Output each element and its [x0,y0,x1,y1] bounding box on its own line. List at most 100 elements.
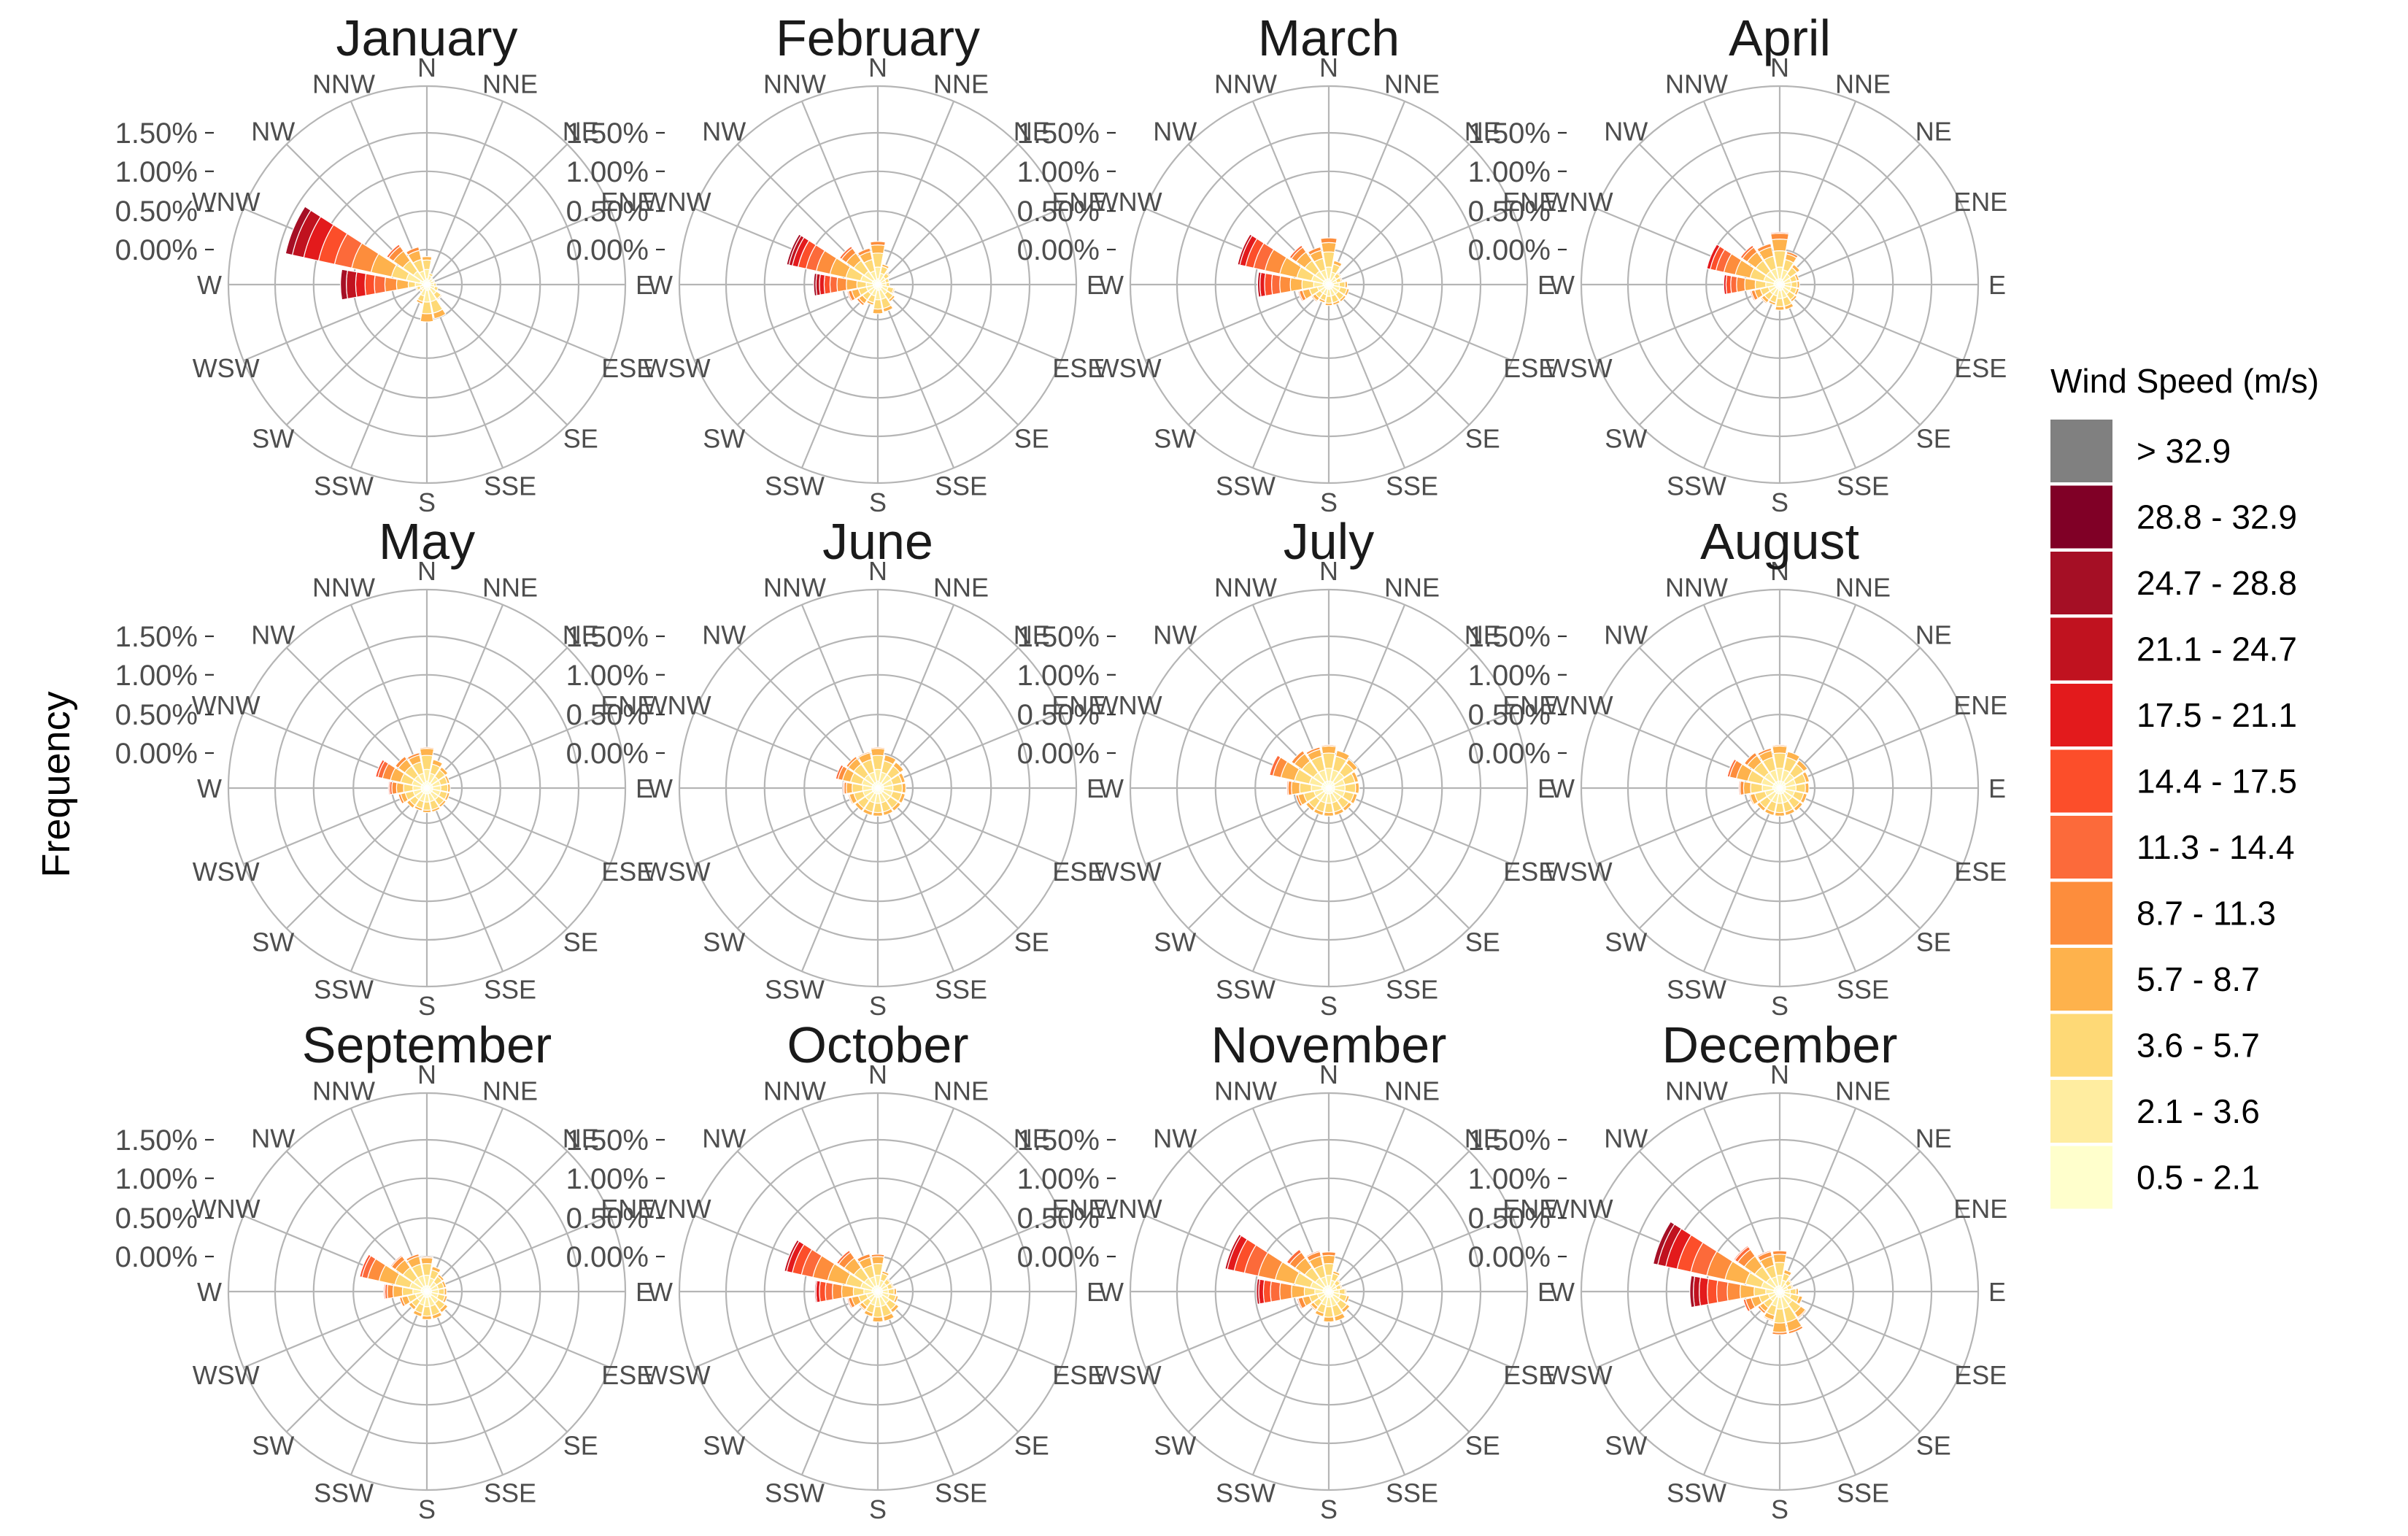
wedge-sse-5-7-8-7 [431,1311,443,1320]
radial-tick-label: 0.50% [1468,1203,1551,1235]
direction-label-sse: SSE [1837,471,1889,501]
wedge-e-3-6-5-7 [892,783,903,793]
grid-spoke [1187,284,1330,426]
direction-label-sw: SW [1154,1431,1196,1461]
direction-label-wsw: WSW [1095,1360,1162,1390]
direction-label-ese: ESE [1503,1360,1556,1390]
wedge-w-3-6-5-7 [1750,782,1764,794]
direction-label-se: SE [1465,927,1500,957]
direction-label-wnw: WNW [1094,690,1162,720]
grid-spoke [1327,787,1406,972]
wedge-sse-5-7-8-7 [1333,808,1345,817]
wedge-n-5-7-8-7 [1321,745,1337,755]
wedge-w-3-6-5-7 [852,783,864,793]
wedge-wnw-21-1-24-7 [784,1239,800,1273]
grid-spoke [1779,787,1921,930]
legend-label: 14.4 - 17.5 [2137,763,2297,800]
wedge-wsw-11-3-14-4 [1297,290,1304,303]
direction-label-ese: ESE [601,353,654,383]
wedge-n-3-6-5-7 [872,1263,884,1276]
wedge-w-11-3-14-4 [1716,1280,1729,1303]
legend-key-2-1-3-6 [2050,1080,2112,1143]
wedge-n-3-6-5-7 [421,1263,433,1276]
grid-spoke [425,101,504,285]
wedge-nnw-8-7-11-3 [405,246,420,256]
direction-label-ne: NE [1465,1123,1501,1153]
direction-label-nw: NW [1604,116,1648,146]
wedge-wsw-8-7-11-3 [1294,794,1303,807]
wedge-w-14-4-17-5 [823,274,832,295]
wedge-wnw-17-5-21-1 [1706,243,1721,270]
wedge-e-5-7-8-7 [1796,280,1800,289]
radial-tick-label: 1.50% [566,117,649,150]
wedge-ese-5-7-8-7 [1796,1295,1803,1305]
wedge-ssw-5-7-8-7 [415,298,424,305]
direction-label-nne: NNE [933,1076,989,1106]
direction-label-wsw: WSW [644,1360,711,1390]
direction-label-wsw: WSW [1545,857,1613,887]
direction-label-ne: NE [1915,620,1952,649]
panel-title: December [1662,1016,1898,1073]
windrose-panel-april: NNNENEENEEESESESSESSSWSWWSWWWNWNWNNWApri… [1468,9,2008,517]
direction-label-ese: ESE [1052,1360,1105,1390]
wedge-n-5-7-8-7 [1321,242,1337,253]
wedge-nne-5-7-8-7 [883,754,897,765]
wedge-nw-11-3-14-4 [1289,244,1304,260]
direction-label-ese: ESE [1052,353,1105,383]
wedge-s-8-7-11-3 [1771,1331,1788,1335]
grid-spoke [350,1291,428,1475]
wedge-nne-3-6-5-7 [428,272,434,278]
wedge-nnw-8-7-11-3 [1307,246,1322,256]
wedge-w-5-7-8-7 [1291,781,1301,795]
direction-label-nnw: NNW [763,573,826,603]
grid-spoke [1638,1291,1780,1433]
direction-label-e: E [1988,270,2006,300]
direction-label-ene: ENE [1051,690,1105,720]
grid-spoke [1187,787,1330,930]
legend-key-3-6-5-7 [2050,1014,2112,1077]
direction-label-nnw: NNW [1214,1076,1277,1106]
wedge-ssw-5-7-8-7 [1767,299,1777,306]
direction-label-wsw: WSW [193,353,260,383]
wedge-w-11-3-14-4 [1730,275,1738,294]
wedge-s-3-6-5-7 [1324,296,1333,304]
direction-label-s: S [869,991,887,1021]
wedge-wsw-11-3-14-4 [846,290,853,303]
grid-spoke [426,1214,611,1293]
radial-tick-label: 0.50% [1017,1203,1100,1235]
wedge-wnw-11-3-14-4 [835,764,844,780]
wedge-e-3-6-5-7 [440,784,449,792]
panel-title: January [336,9,517,66]
direction-label-nw: NW [1153,116,1197,146]
radial-tick-label: 1.00% [566,1163,649,1195]
wedge-w-14-4-17-5 [1264,272,1273,297]
direction-label-sw: SW [252,927,294,957]
wedge-n-5-7-8-7 [871,1256,885,1265]
direction-label-se: SE [1916,927,1951,957]
grid-spoke [350,284,428,468]
direction-label-e: E [1988,1277,2006,1307]
direction-label-ene: ENE [601,690,655,720]
grid-spoke [1328,1290,1513,1369]
direction-label-sse: SSE [1386,974,1438,1004]
wedge-ene-5-7-8-7 [1794,273,1800,282]
grid-spoke [1596,283,1780,362]
wedge-w-14-4-17-5 [383,1283,386,1300]
wedge-n-8-7-11-3 [1320,744,1338,747]
direction-label-n: N [1770,556,1789,586]
wedge-wnw-11-3-14-4 [1726,758,1737,778]
legend-key-5-7-8-7 [2050,948,2112,1011]
wedge-sse-8-7-11-3 [1788,1325,1804,1335]
direction-label-w: W [648,1277,673,1307]
direction-label-sse: SSE [935,974,987,1004]
direction-label-sse: SSE [484,471,536,501]
wedge-ne-5-7-8-7 [1336,1278,1342,1284]
direction-label-s: S [869,487,887,517]
grid-spoke [1779,283,1964,362]
direction-label-sw: SW [703,927,745,957]
radial-tick-label: 0.00% [115,738,198,770]
wedge-ese-5-7-8-7 [891,287,896,295]
wedge-e-5-7-8-7 [1344,280,1348,289]
wedge-s-5-7-8-7 [872,308,884,314]
direction-label-s: S [1771,991,1788,1021]
